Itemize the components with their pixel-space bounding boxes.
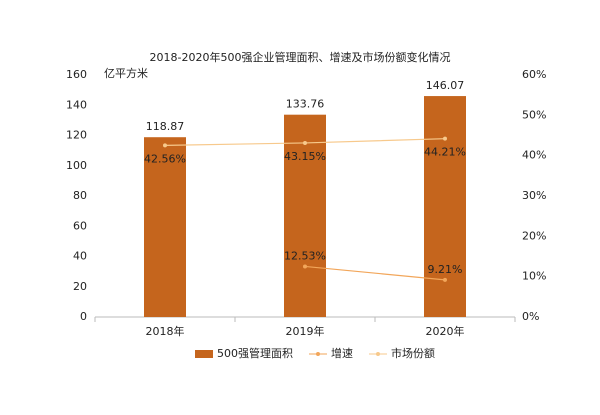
y-tick-label: 120 [66,129,87,142]
x-tick-label: 2019年 [286,324,325,338]
y-tick-label: 60 [73,219,87,232]
y-tick-label: 100 [66,159,87,172]
y-axis-unit: 亿平方米 [104,66,148,80]
y-tick-label: 140 [66,98,87,111]
line-marker [443,136,447,141]
line-value-label: 43.15% [284,150,326,163]
x-tick-label: 2018年 [146,324,185,338]
legend-swatch [195,350,213,358]
y2-tick-label: 0% [522,310,539,323]
line-value-label: 12.53% [284,249,326,262]
line-marker [443,277,447,282]
y2-tick-label: 30% [522,189,546,202]
x-tick-label: 2020年 [426,324,465,338]
line-marker [163,143,167,148]
y2-tick-label: 40% [522,149,546,162]
y-tick-label: 40 [73,250,87,263]
line-value-label: 42.56% [144,152,186,165]
bar-value-label: 118.87 [146,120,185,133]
legend-label: 市场份额 [391,346,435,360]
y2-tick-label: 20% [522,229,546,242]
line-value-label: 44.21% [424,146,466,159]
bar-value-label: 133.76 [286,98,325,111]
bar [424,96,466,317]
y2-tick-label: 60% [522,68,546,81]
legend-marker [316,352,320,356]
chart-title: 2018-2020年500强企业管理面积、增速及市场份额变化情况 [150,50,451,64]
y2-tick-label: 50% [522,108,546,121]
y-tick-label: 80 [73,189,87,202]
y-tick-label: 20 [73,280,87,293]
y-tick-label: 160 [66,68,87,81]
bar [284,114,326,317]
y-tick-label: 0 [80,310,87,323]
legend-label: 增速 [331,346,353,360]
bar [144,137,186,317]
line-marker [303,264,307,269]
legend-marker [376,352,380,356]
line [304,265,446,281]
line-marker [303,140,307,145]
y2-tick-label: 10% [522,270,546,283]
legend-label: 500强管理面积 [217,346,293,360]
line-value-label: 9.21% [428,263,463,276]
bar-value-label: 146.07 [426,79,465,92]
